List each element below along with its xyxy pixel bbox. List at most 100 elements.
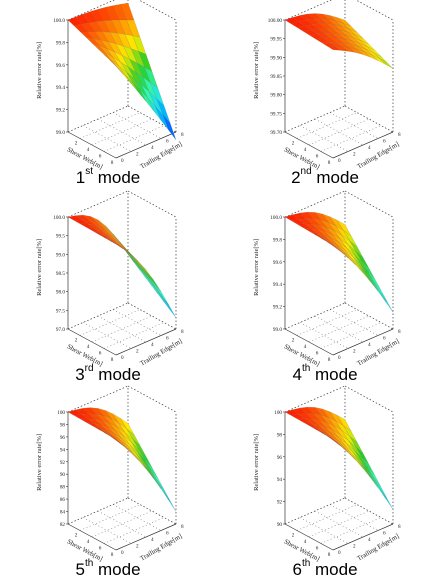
axis-box — [66, 385, 177, 551]
surface-plot: 82 84 86 88 90 92 94 96 98 100 2 4 6 8 0 2 4 6 8 Relative e… — [36, 385, 184, 563]
axis-box — [66, 0, 177, 159]
surface-cell — [349, 453, 364, 469]
mode-word: mode — [310, 560, 358, 579]
z-tick-label: 90 — [60, 472, 66, 478]
surface-plot: 99.0 99.2 99.4 99.6 99.8 100.0 2 4 6 8 0 2 4 6 8 Relati… — [36, 0, 184, 171]
mode-ordinal: th — [301, 363, 311, 374]
surface-cell — [139, 461, 154, 479]
mode-number: 4 — [292, 365, 302, 384]
te-tick-label: 2 — [136, 544, 139, 550]
te-tick-label: 8 — [398, 524, 401, 530]
te-tick-label: 0 — [121, 158, 124, 164]
z-tick-label: 99.4 — [273, 282, 282, 288]
z-tick-label: 99.6 — [56, 63, 65, 69]
mode-3-panel: 97.0 97.5 98.0 98.5 99.0 99.5 100.0 2 4 6 8 0 2 4 6 8 Re… — [0, 190, 216, 392]
surface-cell — [156, 289, 171, 311]
shear-tick-label: 8 — [111, 357, 114, 363]
shear-tick-label: 4 — [304, 147, 307, 153]
surface-cell — [367, 467, 382, 488]
z-tick-label: 99.2 — [273, 305, 282, 311]
mode-caption: 5th mode — [0, 558, 216, 580]
mode-word: mode — [311, 168, 359, 187]
z-tick-label: 100.00 — [268, 18, 283, 24]
surface-cell — [109, 60, 124, 75]
te-tick-label: 2 — [353, 152, 356, 158]
z-tick-label: 100 — [274, 410, 282, 416]
surface-cell — [147, 97, 162, 121]
z-axis-label: Relative error rate[%] — [253, 434, 260, 491]
shear-tick-label: 6 — [99, 546, 102, 552]
z-tick-label: 88 — [60, 485, 66, 491]
surface-cell — [349, 47, 364, 55]
te-tick-label: 2 — [353, 349, 356, 355]
te-tick-label: 6 — [166, 531, 169, 537]
z-tick-label: 96 — [60, 435, 66, 441]
z-tick-label: 98.5 — [56, 271, 65, 277]
surface-plot: 90 92 94 96 98 100 2 4 6 8 0 2 4 6 8 Relative error rat… — [253, 385, 401, 563]
te-tick-label: 2 — [136, 349, 139, 355]
surface-cell — [150, 281, 165, 303]
surface-cell — [341, 252, 356, 266]
shear-tick-label: 8 — [111, 552, 114, 558]
z-tick-label: 90 — [277, 522, 283, 528]
z-tick-label: 98.0 — [56, 290, 65, 296]
shear-tick-label: 2 — [292, 141, 295, 147]
z-tick-label: 94 — [277, 477, 283, 483]
z-tick-label: 99.70 — [270, 130, 282, 136]
axis-box — [66, 190, 177, 356]
te-tick-label: 6 — [383, 139, 386, 145]
mode-number: 6 — [292, 560, 302, 579]
z-tick-label: 100.0 — [53, 18, 65, 24]
z-tick-label: 99.0 — [273, 327, 282, 333]
surface-mesh — [67, 407, 177, 512]
surface-cell — [150, 469, 165, 490]
te-tick-label: 4 — [151, 145, 154, 151]
surface-cell — [154, 284, 169, 305]
shear-tick-label: 2 — [75, 533, 78, 539]
mode-1-panel: 99.0 99.2 99.4 99.6 99.8 100.0 2 4 6 8 0 2 4 6 8 Relati… — [0, 0, 216, 195]
te-tick-label: 0 — [338, 355, 341, 361]
z-axis-label: Relative error rate[%] — [36, 239, 43, 296]
surface-cell — [326, 435, 341, 446]
surface-cell — [109, 435, 124, 446]
mode-caption: 3rd mode — [0, 363, 216, 385]
shear-tick-label: 8 — [328, 552, 331, 558]
z-tick-label: 99.85 — [270, 74, 282, 80]
z-tick-label: 100 — [57, 410, 65, 416]
shear-tick-label: 4 — [87, 147, 90, 153]
te-tick-label: 4 — [151, 342, 154, 348]
z-tick-label: 84 — [60, 510, 66, 516]
surface-cell — [162, 296, 177, 318]
te-tick-label: 4 — [368, 342, 371, 348]
shear-tick-label: 4 — [87, 539, 90, 545]
mode-number: 5 — [75, 560, 85, 579]
z-tick-label: 97.5 — [56, 308, 65, 314]
mode-ordinal: nd — [300, 166, 312, 177]
shear-tick-label: 4 — [87, 344, 90, 350]
mode-caption: 1st mode — [0, 166, 216, 188]
mode-caption: 6th mode — [217, 558, 433, 580]
surface-cell — [341, 46, 356, 53]
surface-cell — [356, 265, 371, 282]
shear-tick-label: 6 — [316, 154, 319, 160]
surface-plot: 99.0 99.2 99.4 99.6 99.8 100.0 2 4 6 8 0 2 4 6 8 Relati… — [253, 190, 401, 368]
surface-cell — [371, 54, 386, 65]
z-axis-label: Relative error rate[%] — [36, 42, 43, 99]
z-tick-label: 99.75 — [270, 111, 282, 117]
z-tick-label: 86 — [60, 497, 66, 503]
z-tick-label: 99.95 — [270, 37, 282, 43]
z-tick-label: 92 — [60, 460, 66, 466]
z-tick-label: 99.0 — [56, 130, 65, 136]
surface-mesh — [284, 13, 394, 69]
te-tick-label: 6 — [383, 336, 386, 342]
shear-tick-label: 8 — [111, 160, 114, 166]
z-tick-label: 99.8 — [273, 237, 282, 243]
shear-tick-label: 6 — [316, 351, 319, 357]
te-tick-label: 8 — [181, 524, 184, 530]
z-axis-label: Relative error rate[%] — [36, 434, 43, 491]
mode-6-panel: 90 92 94 96 98 100 2 4 6 8 0 2 4 6 8 Relative error rat… — [217, 385, 433, 587]
surface-mesh — [284, 211, 394, 313]
z-axis-label: Relative error rate[%] — [253, 42, 260, 99]
surface-cell — [379, 58, 394, 69]
te-tick-label: 8 — [181, 329, 184, 335]
